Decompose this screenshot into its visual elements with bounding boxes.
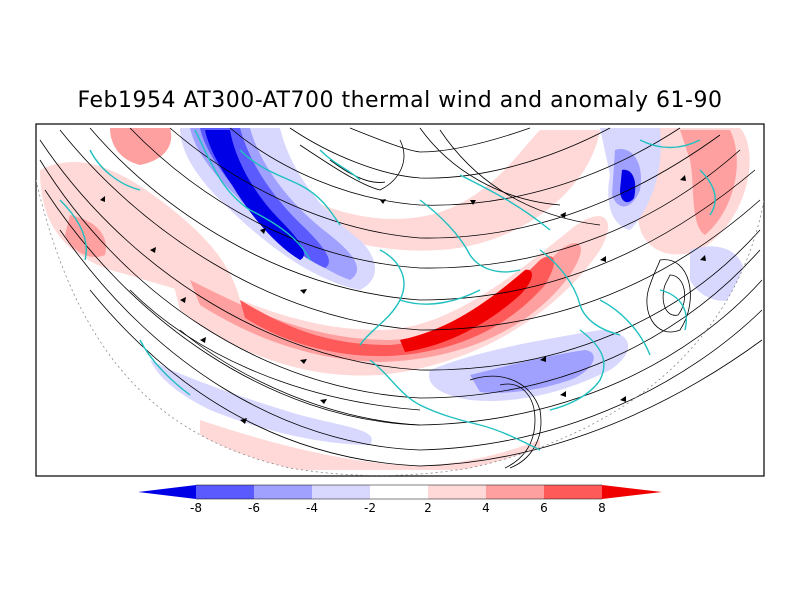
colorbar-bin [428, 485, 486, 499]
colorbar-label: 8 [598, 501, 606, 515]
pos-anomaly-light-south [200, 420, 540, 470]
colorbar-label: -4 [306, 501, 318, 515]
pos-anomaly-strong-band [240, 256, 555, 357]
map-title: Feb1954 AT300-AT700 thermal wind and ano… [77, 88, 723, 113]
colorbar-label: -8 [190, 501, 202, 515]
colorbar-bin [486, 485, 544, 499]
colorbar-bin [254, 485, 312, 499]
colorbar-label: 4 [482, 501, 490, 515]
coastlines [59, 129, 716, 451]
colorbar: -8 -6 -4 -2 2 4 6 8 [138, 484, 662, 515]
colorbar-label: 2 [424, 501, 432, 515]
colorbar-bin [196, 485, 254, 499]
colorbar-label: -2 [364, 501, 376, 515]
anomaly-shading [40, 128, 750, 470]
neg-anomaly-core-ne [620, 169, 636, 203]
neg-anomaly-light-sw [150, 360, 372, 445]
pos-anomaly-medium-east [680, 130, 737, 235]
hemisphere-boundary [36, 179, 764, 476]
colorbar-arrow-high [602, 485, 662, 499]
colorbar-bin [544, 485, 602, 499]
neg-anomaly-medium-se [470, 350, 594, 393]
colorbar-label: -6 [248, 501, 260, 515]
thermal-wind-streamlines [39, 127, 763, 469]
pos-anomaly-medium-north [110, 128, 172, 165]
pos-anomaly-light-west [40, 161, 240, 300]
pos-anomaly-medium-west [65, 215, 106, 258]
colorbar-label: 6 [540, 501, 548, 515]
pos-anomaly-core [400, 269, 532, 352]
streamline-arrows [100, 175, 706, 424]
colorbar-arrow-low [138, 485, 196, 499]
colorbar-bin [312, 485, 370, 499]
colorbar-bin [370, 485, 428, 499]
